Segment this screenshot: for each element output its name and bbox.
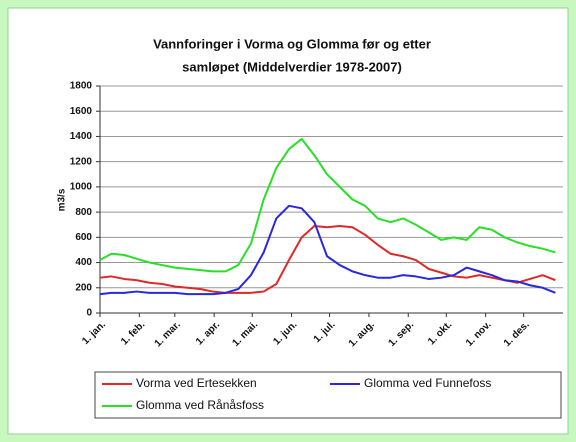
chart-title: samløpet (Middelverdier 1978-2007) bbox=[182, 59, 402, 74]
series-line bbox=[99, 224, 556, 294]
y-tick-label: 1600 bbox=[70, 106, 93, 117]
series-line bbox=[99, 137, 556, 273]
panel bbox=[7, 7, 569, 435]
y-tick-label: 600 bbox=[75, 232, 92, 243]
legend-label: Glomma ved Funnefoss bbox=[364, 376, 491, 390]
y-tick-label: 1800 bbox=[70, 81, 93, 92]
y-tick-label: 400 bbox=[75, 257, 92, 268]
legend bbox=[94, 371, 562, 419]
y-tick-label: 0 bbox=[86, 308, 92, 319]
y-tick-label: 1400 bbox=[70, 131, 93, 142]
legend-label: Vorma ved Ertesekken bbox=[136, 376, 257, 390]
y-axis-label: m3/s bbox=[57, 188, 68, 211]
chart-title: Vannforinger i Vorma og Glomma før og et… bbox=[153, 36, 431, 51]
y-tick-label: 200 bbox=[75, 282, 92, 293]
legend-label: Glomma ved Rånåsfoss bbox=[136, 398, 264, 412]
y-tick-label: 800 bbox=[75, 207, 92, 218]
y-tick-label: 1000 bbox=[70, 182, 93, 193]
series-line bbox=[99, 204, 556, 296]
y-tick-label: 1200 bbox=[70, 156, 93, 167]
